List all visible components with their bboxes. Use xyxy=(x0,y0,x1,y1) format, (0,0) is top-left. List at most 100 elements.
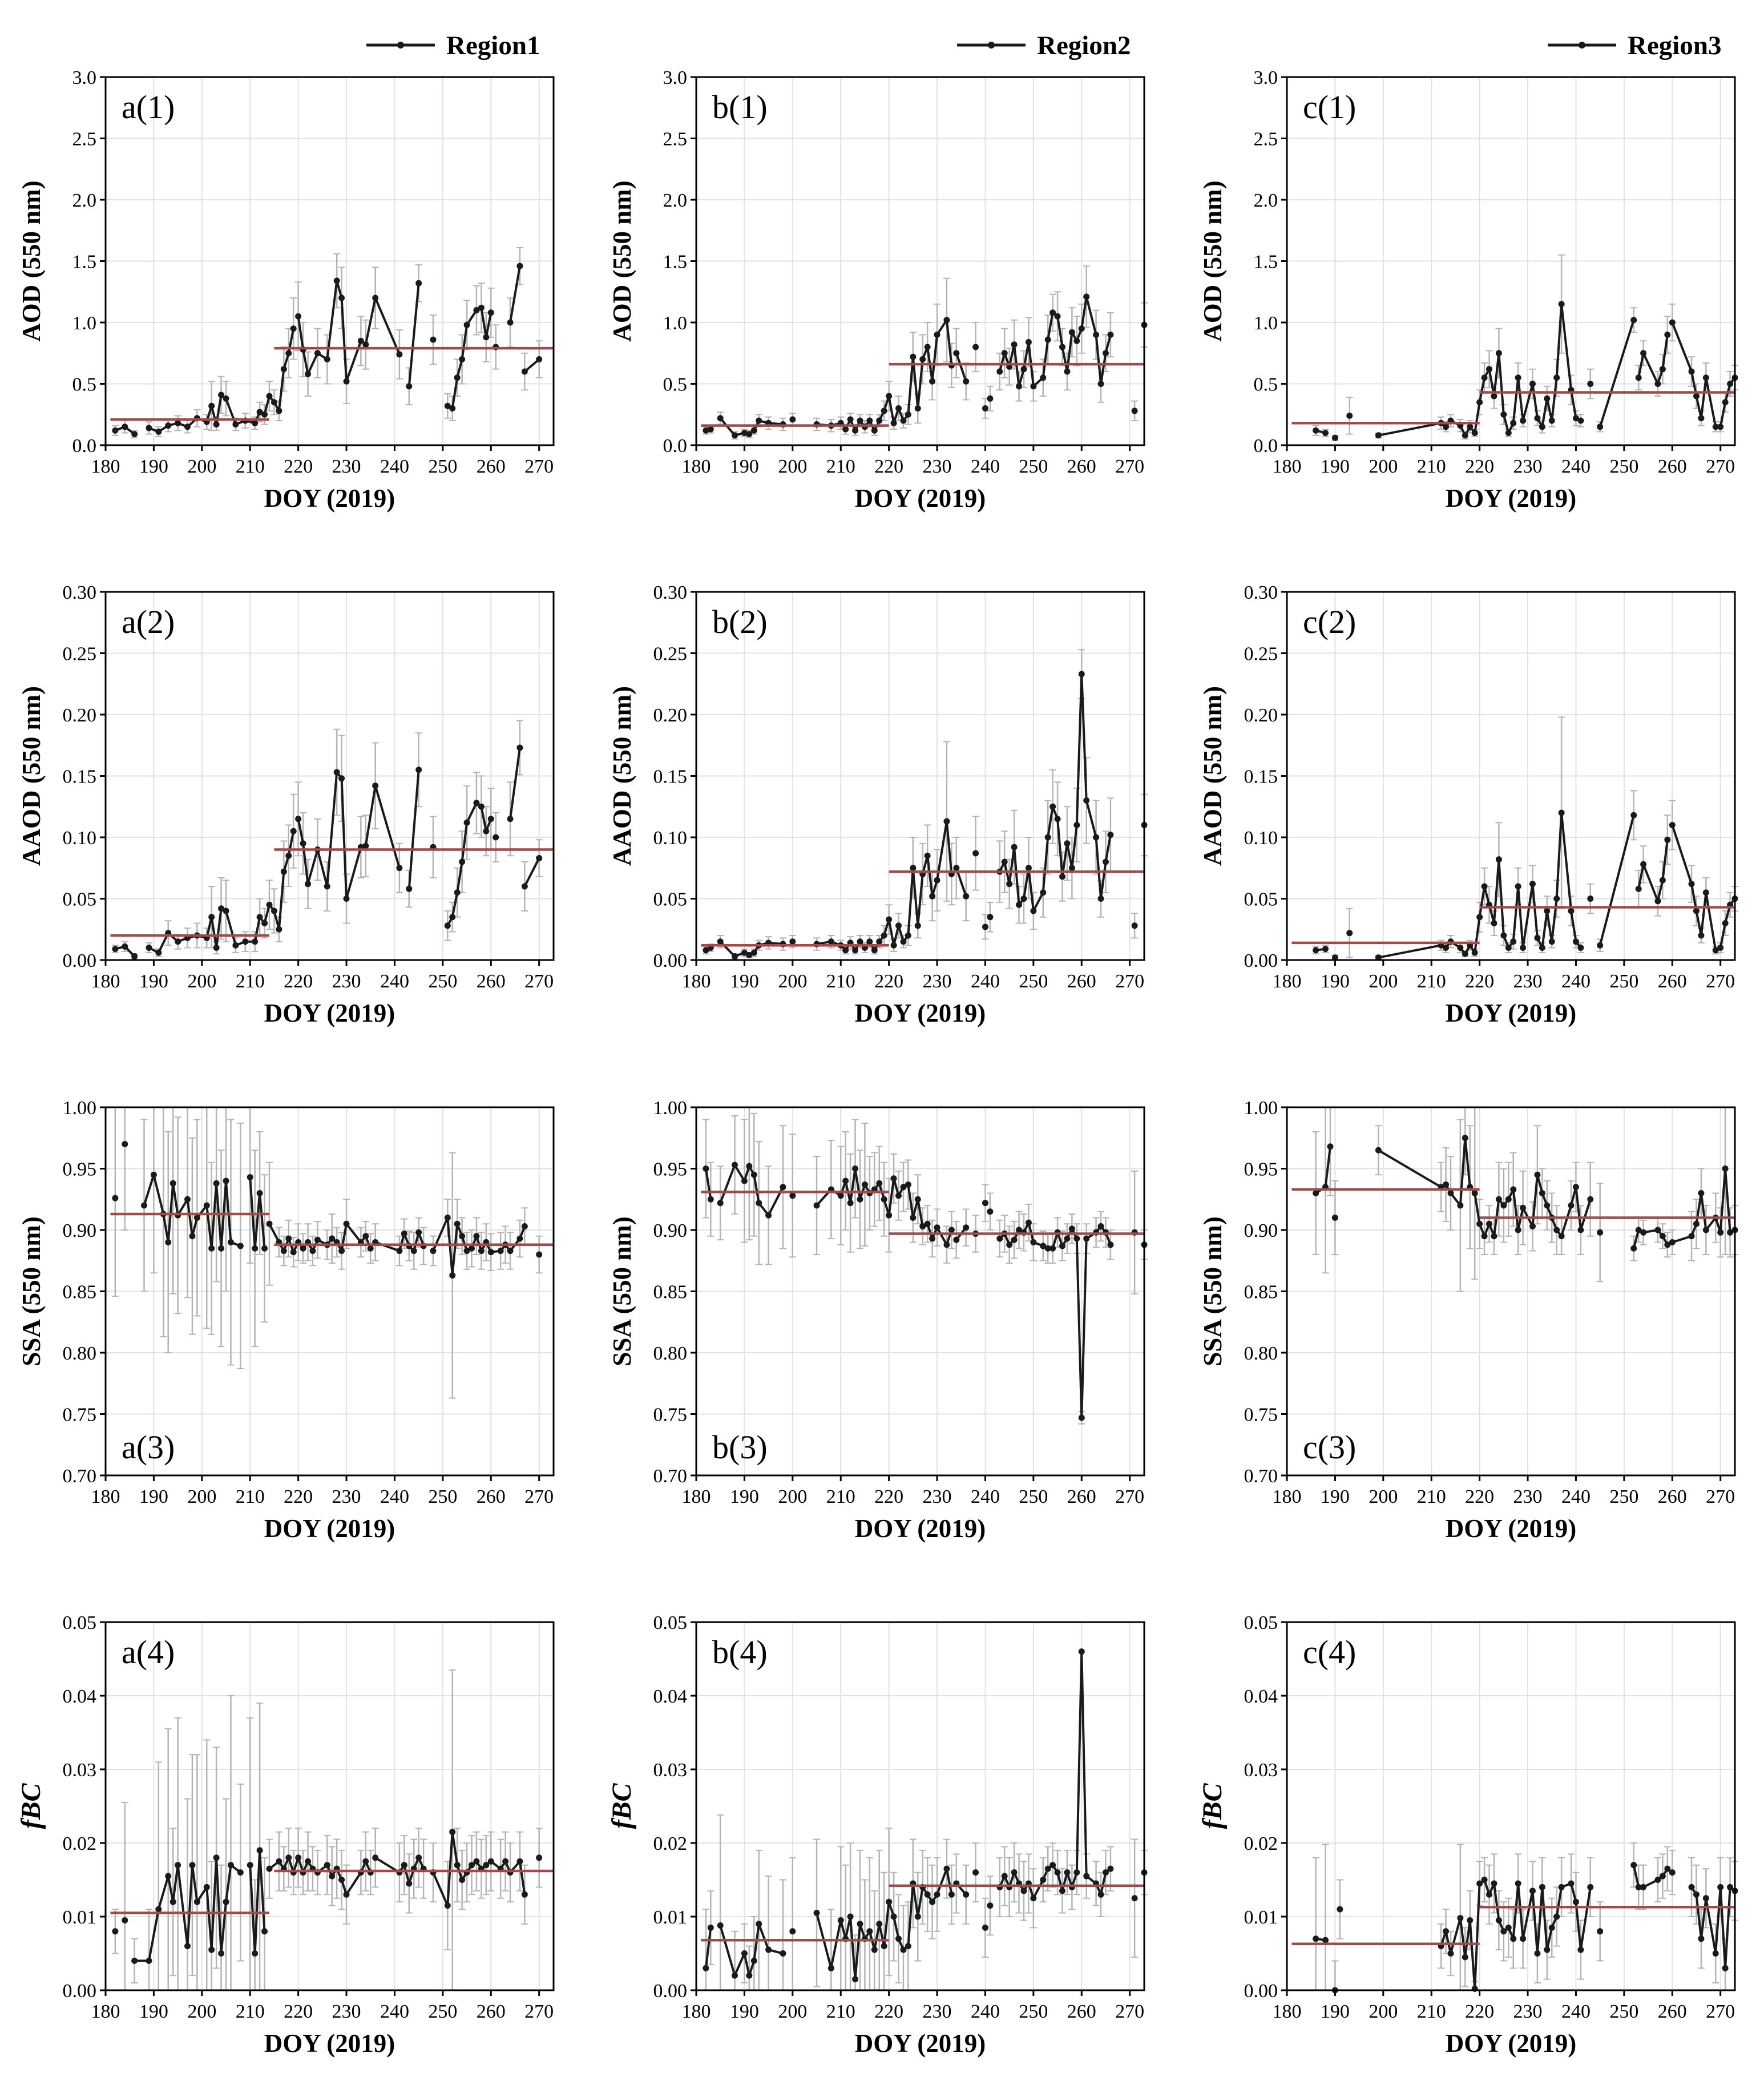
panel-label: c(1) xyxy=(1303,88,1356,126)
data-point xyxy=(1630,812,1637,818)
data-point xyxy=(372,1854,379,1861)
chart-panel: 180 190 200 210 220 230 240 250 260 270 0.0 0.5 1.0 1… xyxy=(1198,67,1738,513)
data-point xyxy=(741,1950,748,1957)
data-point xyxy=(1375,432,1382,439)
x-tick-label: 250 xyxy=(1609,971,1638,992)
x-tick-label: 190 xyxy=(139,2001,168,2022)
data-point xyxy=(1476,1220,1483,1227)
data-point xyxy=(895,922,902,929)
data-point xyxy=(175,1862,181,1869)
data-point xyxy=(1515,1880,1521,1887)
data-point xyxy=(1664,836,1671,843)
data-point xyxy=(842,426,849,433)
data-point xyxy=(1131,922,1138,929)
data-point xyxy=(309,1248,316,1255)
data-point xyxy=(454,374,461,381)
x-tick-label: 200 xyxy=(1369,1486,1398,1507)
data-point xyxy=(329,1873,336,1880)
data-point xyxy=(213,421,220,428)
data-point xyxy=(454,889,461,896)
data-point xyxy=(406,383,413,390)
data-point xyxy=(1577,1946,1584,1953)
data-point xyxy=(717,1200,724,1207)
data-point xyxy=(746,431,753,438)
chart-panel: 180 190 200 210 220 230 240 250 260 270 0.0 0.5 1.0 1… xyxy=(17,67,555,513)
x-tick-label: 270 xyxy=(1706,456,1735,477)
data-point xyxy=(1331,1215,1338,1221)
data-point xyxy=(396,351,403,358)
data-point xyxy=(1630,1862,1637,1869)
data-point xyxy=(876,417,883,424)
panel-label: b(2) xyxy=(712,603,768,640)
x-tick-label: 270 xyxy=(1706,2001,1735,2022)
data-point xyxy=(1059,344,1066,350)
x-axis-label: DOY (2019) xyxy=(855,484,986,513)
panel-label: a(3) xyxy=(122,1429,175,1466)
data-point xyxy=(1093,834,1100,841)
data-point xyxy=(1443,1928,1450,1935)
data-point xyxy=(1548,1924,1555,1931)
data-point xyxy=(218,1245,225,1252)
data-point xyxy=(1717,1884,1724,1890)
series-line xyxy=(1440,1878,1592,1990)
data-point xyxy=(536,855,543,862)
data-point xyxy=(1030,1895,1037,1902)
data-point xyxy=(919,356,926,362)
data-point xyxy=(218,1950,225,1957)
data-point xyxy=(449,1829,456,1836)
x-tick-label: 250 xyxy=(428,1486,457,1507)
plot-frame xyxy=(1286,1621,1736,1991)
data-point xyxy=(415,280,422,287)
data-point xyxy=(953,865,960,872)
data-point xyxy=(789,1928,796,1935)
legend-label: Region2 xyxy=(1037,31,1131,61)
data-point xyxy=(1539,1884,1545,1890)
data-point xyxy=(261,920,268,926)
data-point xyxy=(155,428,162,435)
data-point xyxy=(813,1202,820,1209)
data-point xyxy=(963,378,970,385)
y-tick-label: 0.80 xyxy=(63,1343,97,1364)
data-point xyxy=(996,368,1003,375)
data-point xyxy=(290,828,297,834)
data-point xyxy=(1659,1233,1666,1240)
data-point xyxy=(1698,932,1705,939)
y-tick-label: 0.90 xyxy=(1244,1220,1278,1241)
data-point xyxy=(271,399,277,406)
data-point xyxy=(1107,832,1114,838)
x-tick-label: 270 xyxy=(1706,1486,1735,1507)
data-point xyxy=(1597,1229,1604,1236)
x-tick-label: 220 xyxy=(284,1486,313,1507)
y-tick-label: 0.05 xyxy=(1244,889,1278,910)
data-point xyxy=(1635,374,1642,381)
data-point xyxy=(1097,381,1104,387)
data-point xyxy=(227,1239,234,1245)
data-point xyxy=(516,1858,523,1865)
y-tick-label: 0.04 xyxy=(63,1686,97,1707)
data-point xyxy=(1462,950,1468,957)
data-point xyxy=(1001,1873,1008,1880)
panel-label: b(1) xyxy=(712,88,768,126)
data-point xyxy=(1534,1171,1541,1178)
y-tick-label: 2.5 xyxy=(1254,129,1278,150)
data-point xyxy=(213,1180,220,1187)
data-point xyxy=(886,916,893,923)
data-point xyxy=(305,370,312,377)
data-point xyxy=(1491,920,1497,926)
data-point xyxy=(324,356,330,362)
data-point xyxy=(1727,1884,1734,1890)
data-point xyxy=(343,896,350,902)
data-point xyxy=(1447,1950,1454,1957)
y-tick-label: 0.90 xyxy=(63,1220,97,1241)
series-line xyxy=(148,328,295,433)
x-tick-label: 240 xyxy=(971,456,1000,477)
x-tick-label: 220 xyxy=(1465,1486,1494,1507)
data-point xyxy=(1568,1880,1575,1887)
y-tick-label: 0.75 xyxy=(1244,1405,1278,1426)
legend-marker xyxy=(397,42,404,49)
data-point xyxy=(1529,1223,1536,1230)
data-point xyxy=(847,1200,854,1207)
data-point xyxy=(750,1957,757,1964)
data-point xyxy=(218,905,225,912)
y-axis-label: AAOD (550 nm) xyxy=(608,686,636,866)
